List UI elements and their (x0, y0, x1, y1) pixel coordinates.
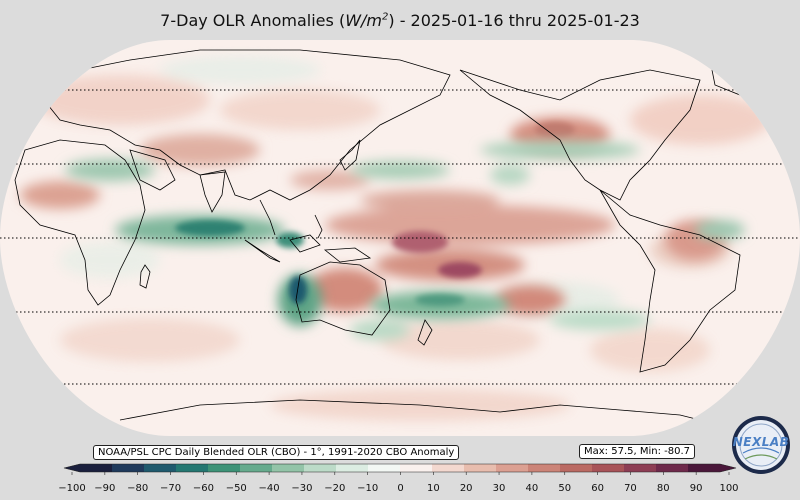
colorbar-tick-label: 20 (459, 483, 473, 494)
colorbar-tick-label: 90 (689, 483, 703, 494)
antarctica-outline (119, 399, 721, 426)
coastlines (14, 49, 771, 426)
colorbar-tick-label: −40 (258, 483, 280, 494)
colorbar-segment (464, 464, 497, 472)
colorbar (63, 463, 737, 475)
anomaly-field (20, 56, 770, 421)
colorbar-segment (336, 464, 369, 472)
north-america-outline (459, 69, 701, 201)
colorbar-extend-min (64, 464, 80, 472)
logo-text: NEXLAB (732, 435, 790, 449)
colorbar-segment (208, 464, 241, 472)
australia-outline (295, 261, 391, 336)
colorbar-tick-label: −100 (58, 483, 86, 494)
colorbar-extend-max (720, 464, 736, 472)
colorbar-tick-label: −80 (127, 483, 149, 494)
colorbar-tick-label: 0 (397, 483, 404, 494)
colorbar-segment (80, 464, 113, 472)
colorbar-tick-label: −50 (225, 483, 247, 494)
colorbar-tick-label: −70 (159, 483, 182, 494)
colorbar-tick-label: 100 (719, 483, 739, 494)
nexlab-globe-logo[interactable]: NEXLAB (731, 415, 791, 475)
colorbar-segment (624, 464, 657, 472)
colorbar-segment (176, 464, 209, 472)
colorbar-tick-label: 80 (656, 483, 670, 494)
colorbar-tick-label: 40 (525, 483, 539, 494)
colorbar-tick-label: −30 (291, 483, 313, 494)
colorbar-segment (528, 464, 561, 472)
colorbar-tick-label: 10 (426, 483, 440, 494)
latitude-gridlines (0, 89, 800, 385)
colorbar-tick-label: 30 (492, 483, 506, 494)
colorbar-segment (144, 464, 177, 472)
colorbar-segment (304, 464, 337, 472)
south-america-outline (599, 189, 741, 373)
colorbar-segment (112, 464, 145, 472)
colorbar-tick-label: −20 (324, 483, 346, 494)
colorbar-segment (400, 464, 433, 472)
colorbar-tick-label: −90 (94, 483, 116, 494)
africa-outline (14, 139, 146, 306)
colorbar-segment (240, 464, 273, 472)
colorbar-segment (496, 464, 529, 472)
colorbar-tick-label: 70 (624, 483, 637, 494)
colorbar-tick-label: −10 (357, 483, 379, 494)
colorbar-segment (272, 464, 305, 472)
eurasia-outline (39, 49, 451, 201)
data-source-label: NOAA/PSL CPC Daily Blended OLR (CBO) - 1… (93, 445, 460, 460)
colorbar-segment (592, 464, 625, 472)
globe-icon (732, 416, 790, 474)
page-title: 7-Day OLR Anomalies (W/m2) - 2025-01-16 … (160, 11, 640, 30)
colorbar-outline (63, 463, 737, 473)
max-min-stats: Max: 57.5, Min: -80.7 (579, 444, 696, 459)
colorbar-tick-label: 50 (558, 483, 572, 494)
map-globe (0, 40, 800, 436)
colorbar-segment (432, 464, 465, 472)
colorbar-tick-label: 60 (591, 483, 604, 494)
colorbar-segment (688, 464, 721, 472)
colorbar-segment (368, 464, 401, 472)
colorbar-segment (560, 464, 593, 472)
colorbar-segment (656, 464, 689, 472)
colorbar-tick-label: −60 (192, 483, 214, 494)
